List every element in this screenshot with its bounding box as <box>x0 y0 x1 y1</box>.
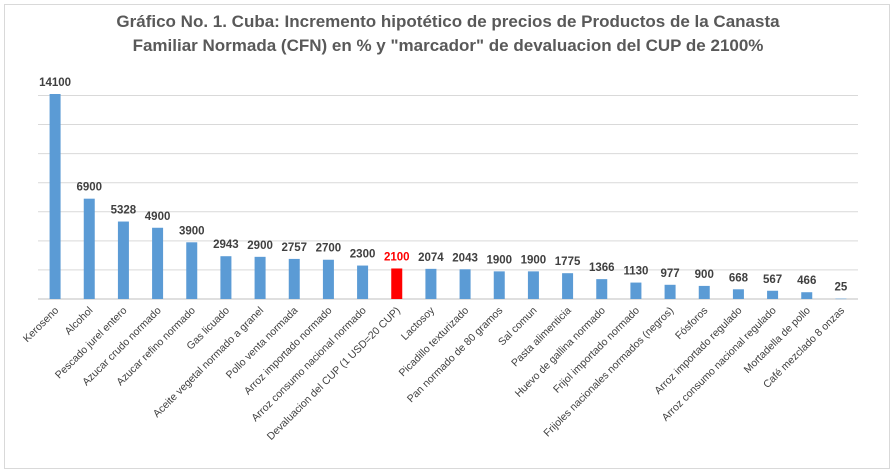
data-label-13: 2043 <box>452 252 478 264</box>
bar-10 <box>357 265 369 299</box>
data-label-18: 1130 <box>623 266 648 278</box>
bar-12 <box>425 268 437 299</box>
bar-21 <box>732 289 744 299</box>
bar-17 <box>596 279 608 299</box>
bar-4 <box>152 227 164 299</box>
bar-18 <box>630 282 642 299</box>
data-label-2: 6900 <box>76 182 102 194</box>
data-label-24: 25 <box>835 282 848 294</box>
bar-14 <box>493 271 505 299</box>
data-label-11: 2100 <box>384 251 410 263</box>
chart-title-line-1: Gráfico No. 1. Cuba: Incremento hipotéti… <box>116 12 780 31</box>
x-tick-label-1: Keroseno <box>21 305 61 345</box>
data-label-12: 2074 <box>418 252 444 264</box>
data-label-19: 977 <box>660 268 679 280</box>
data-label-22: 567 <box>763 274 782 286</box>
data-label-4: 4900 <box>145 211 171 223</box>
data-label-16: 1775 <box>555 256 581 268</box>
data-label-6: 2943 <box>213 239 239 251</box>
x-tick-label-2: Alcohol <box>63 305 96 338</box>
bar-7 <box>254 256 266 299</box>
data-label-23: 466 <box>797 275 816 287</box>
chart-title-line-2: Familiar Normada (CFN) en % y "marcador"… <box>132 36 764 55</box>
bar-1 <box>49 94 61 299</box>
bar-11 <box>391 268 403 299</box>
data-label-8: 2757 <box>281 242 307 254</box>
data-label-17: 1366 <box>589 262 615 274</box>
data-label-7: 2900 <box>247 240 273 252</box>
bar-23 <box>801 292 813 299</box>
bar-19 <box>664 284 676 299</box>
bar-15 <box>527 271 539 299</box>
bar-22 <box>767 290 779 299</box>
data-label-21: 668 <box>729 272 749 284</box>
data-label-5: 3900 <box>179 225 205 237</box>
bar-2 <box>83 198 95 299</box>
bar-13 <box>459 269 471 299</box>
bar-16 <box>562 273 574 299</box>
x-tick-label-16: Pasta alimenticia <box>509 305 574 370</box>
bar-5 <box>186 242 198 299</box>
bar-20 <box>698 285 710 299</box>
bar-9 <box>322 259 334 299</box>
bar-3 <box>117 221 129 299</box>
bar-6 <box>220 256 232 299</box>
data-label-20: 900 <box>695 269 714 281</box>
chart-frame <box>4 4 890 469</box>
data-label-10: 2300 <box>350 249 376 261</box>
data-label-14: 1900 <box>486 254 512 266</box>
chart-title: Gráfico No. 1. Cuba: Incremento hipotéti… <box>0 10 896 58</box>
data-label-9: 2700 <box>316 243 342 255</box>
data-label-15: 1900 <box>521 254 547 266</box>
bar-24 <box>835 298 847 300</box>
data-label-1: 14100 <box>39 77 71 89</box>
data-label-3: 5328 <box>111 205 137 217</box>
bar-8 <box>288 258 300 299</box>
